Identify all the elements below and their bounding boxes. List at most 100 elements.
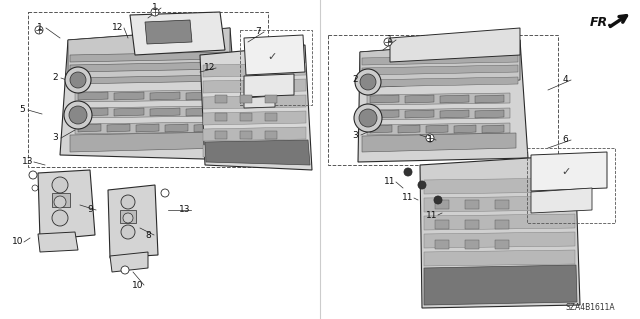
Polygon shape: [108, 185, 158, 258]
Polygon shape: [114, 92, 144, 100]
Polygon shape: [531, 152, 607, 191]
Polygon shape: [475, 110, 504, 118]
Polygon shape: [244, 74, 294, 97]
Polygon shape: [150, 108, 180, 116]
Text: 8: 8: [145, 231, 151, 240]
Polygon shape: [362, 55, 518, 65]
Polygon shape: [475, 95, 504, 103]
Bar: [495, 200, 509, 209]
Circle shape: [434, 196, 442, 204]
Polygon shape: [482, 125, 504, 133]
Polygon shape: [424, 196, 575, 212]
Polygon shape: [531, 188, 592, 213]
Circle shape: [355, 69, 381, 95]
Polygon shape: [420, 155, 580, 308]
Circle shape: [161, 189, 169, 197]
Polygon shape: [367, 93, 510, 105]
Polygon shape: [75, 106, 220, 118]
Polygon shape: [362, 133, 516, 152]
Circle shape: [32, 185, 38, 191]
Text: 10: 10: [12, 238, 24, 247]
Polygon shape: [424, 214, 575, 230]
Polygon shape: [203, 143, 306, 157]
Polygon shape: [145, 20, 192, 44]
Polygon shape: [75, 90, 220, 102]
Polygon shape: [424, 232, 575, 248]
Polygon shape: [70, 132, 225, 152]
Bar: [328, 35, 558, 165]
Polygon shape: [203, 127, 306, 141]
Polygon shape: [367, 108, 510, 120]
Bar: [215, 113, 227, 121]
Polygon shape: [38, 170, 95, 240]
Bar: [240, 113, 252, 121]
Polygon shape: [78, 108, 108, 116]
Text: 4: 4: [562, 76, 568, 85]
Polygon shape: [440, 110, 469, 118]
Polygon shape: [78, 124, 101, 132]
Polygon shape: [370, 95, 399, 103]
Bar: [527, 148, 615, 223]
Bar: [265, 131, 277, 139]
Bar: [465, 240, 479, 249]
Circle shape: [121, 195, 135, 209]
Text: 9: 9: [87, 205, 93, 214]
Polygon shape: [70, 62, 228, 72]
Circle shape: [359, 109, 377, 127]
Circle shape: [121, 225, 135, 239]
Polygon shape: [424, 178, 575, 194]
Circle shape: [69, 106, 87, 124]
Bar: [495, 240, 509, 249]
Circle shape: [121, 266, 129, 274]
Polygon shape: [440, 95, 469, 103]
Polygon shape: [398, 125, 420, 133]
Polygon shape: [60, 28, 240, 160]
Circle shape: [29, 171, 37, 179]
Polygon shape: [426, 125, 448, 133]
Polygon shape: [136, 124, 159, 132]
Polygon shape: [244, 96, 275, 108]
Text: 12: 12: [112, 24, 124, 33]
Polygon shape: [358, 40, 528, 162]
Polygon shape: [203, 63, 306, 77]
Polygon shape: [370, 110, 399, 118]
Bar: [120, 210, 136, 223]
Circle shape: [151, 8, 159, 16]
Circle shape: [64, 101, 92, 129]
Text: 3: 3: [52, 133, 58, 143]
Bar: [465, 220, 479, 229]
Circle shape: [426, 134, 434, 142]
Circle shape: [52, 177, 68, 193]
Polygon shape: [205, 140, 310, 165]
Bar: [465, 200, 479, 209]
Text: FR.: FR.: [590, 16, 613, 28]
Bar: [265, 113, 277, 121]
Bar: [240, 95, 252, 103]
Polygon shape: [203, 79, 306, 93]
Circle shape: [360, 74, 376, 90]
Circle shape: [35, 26, 43, 34]
Polygon shape: [194, 124, 217, 132]
Polygon shape: [390, 28, 520, 62]
Text: 2: 2: [52, 73, 58, 83]
Bar: [495, 220, 509, 229]
Text: 6: 6: [562, 136, 568, 145]
Circle shape: [418, 181, 426, 189]
Bar: [435, 220, 449, 229]
Text: 1: 1: [387, 35, 393, 44]
Polygon shape: [362, 65, 518, 75]
Text: ✓: ✓: [268, 52, 276, 62]
Text: 11: 11: [426, 211, 438, 219]
Text: 2: 2: [352, 76, 358, 85]
Polygon shape: [150, 92, 180, 100]
Polygon shape: [165, 124, 188, 132]
Polygon shape: [186, 108, 216, 116]
Circle shape: [65, 67, 91, 93]
Text: SZA4B1611A: SZA4B1611A: [565, 303, 615, 313]
Polygon shape: [454, 125, 476, 133]
Text: 1: 1: [427, 136, 433, 145]
Text: 7: 7: [255, 27, 261, 36]
Circle shape: [354, 104, 382, 132]
Polygon shape: [370, 125, 392, 133]
Circle shape: [123, 213, 133, 223]
